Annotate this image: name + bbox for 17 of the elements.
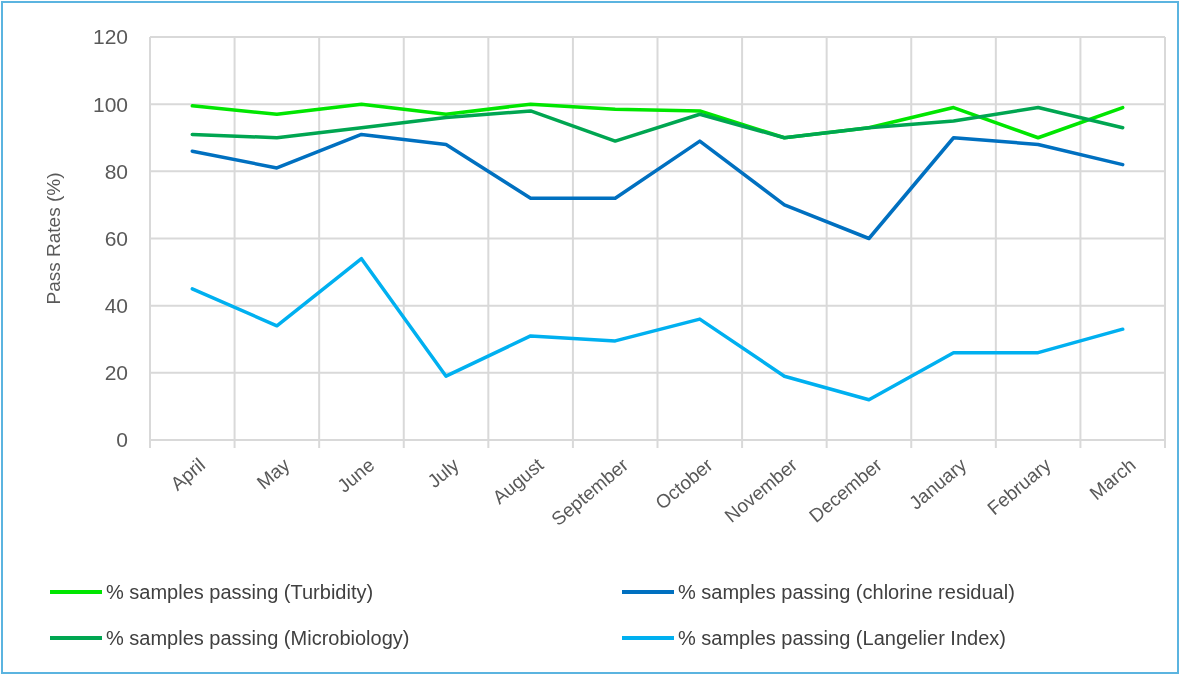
line-series	[190, 132, 1125, 241]
legend-label: % samples passing (chlorine residual)	[678, 581, 1015, 603]
x-tick-label: May	[252, 453, 295, 494]
y-tick-label: 20	[104, 361, 128, 385]
line-series	[190, 256, 1125, 402]
y-tick-label: 40	[104, 294, 128, 318]
y-tick-label: 80	[104, 159, 128, 183]
y-axis-title: Pass Rates (%)	[43, 172, 64, 305]
legend-label: % samples passing (Langelier Index)	[678, 627, 1006, 649]
x-tick-label: July	[423, 453, 464, 492]
y-tick-label: 0	[116, 428, 128, 452]
y-tick-label: 100	[92, 92, 128, 116]
legend-label: % samples passing (Microbiology)	[106, 627, 410, 649]
legend-label: % samples passing (Turbidity)	[106, 581, 374, 603]
y-tick-label: 120	[92, 25, 128, 49]
y-tick-label: 60	[104, 226, 128, 250]
x-tick-label: June	[333, 454, 379, 497]
